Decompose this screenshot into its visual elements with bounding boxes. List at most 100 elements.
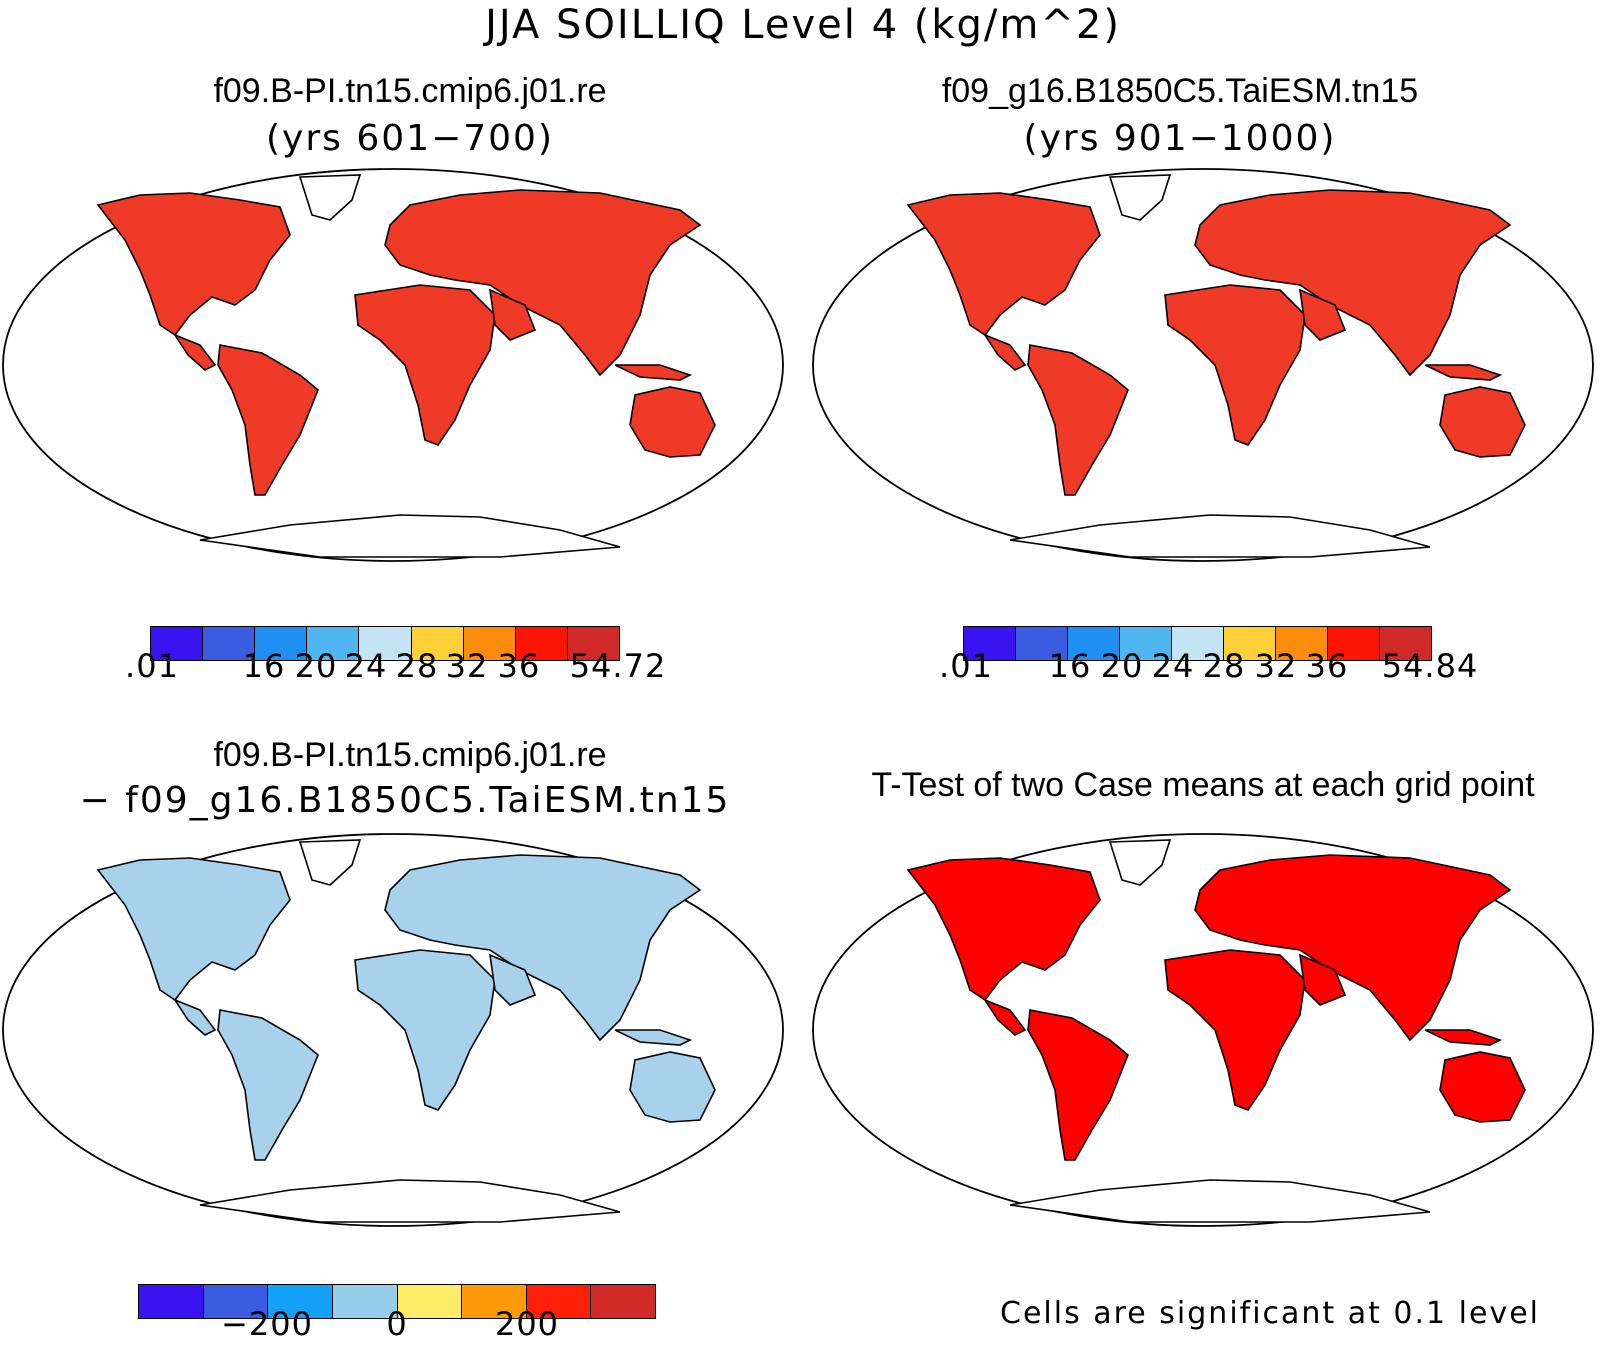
continent-antarctica: [199, 1179, 621, 1223]
continent-north-america: [906, 192, 1101, 337]
colorbar-swatch: [567, 627, 619, 660]
colorbar-2: [963, 626, 1432, 661]
colorbar-swatch: [255, 627, 308, 660]
colorbar-swatch: [1380, 627, 1431, 660]
colorbar-swatch: [139, 1285, 204, 1318]
colorbar-swatch: [203, 1285, 269, 1318]
colorbar-swatch: [1328, 627, 1380, 660]
continent-north-america: [96, 857, 291, 1002]
colorbar-tick-label: 28: [1202, 647, 1246, 685]
colorbar-tick-label: 54.84: [1381, 647, 1479, 685]
continent-africa: [1164, 284, 1306, 446]
colorbar-swatch: [964, 627, 1016, 660]
continent-australia: [1439, 1051, 1526, 1123]
colorbar-tick-label: 16: [1048, 647, 1092, 685]
panel-3-map: [2, 833, 784, 1227]
continent-south-america: [217, 344, 319, 496]
colorbar-tick-label: 20: [294, 647, 338, 685]
continent-europe-asia: [384, 189, 702, 377]
continent-australia: [629, 386, 716, 458]
continent-australia: [1439, 386, 1526, 458]
colorbar-tick-label: 54.72: [569, 647, 667, 685]
continent-indonesia: [1424, 1029, 1503, 1046]
continent-arabia: [1299, 288, 1347, 341]
colorbar-swatch: [1172, 627, 1224, 660]
colorbar-swatch: [397, 1285, 463, 1318]
colorbar-tick-label: 200: [494, 1305, 560, 1343]
colorbar-swatch: [463, 627, 516, 660]
colorbar-tick-label: 24: [1151, 647, 1195, 685]
continent-indonesia: [614, 364, 693, 381]
colorbar-swatch: [1120, 627, 1172, 660]
continent-indonesia: [1424, 364, 1503, 381]
continent-greenland: [1108, 839, 1172, 886]
colorbar-tick-label: 32: [1254, 647, 1298, 685]
colorbar-1: [150, 626, 620, 661]
colorbar-tick-label: 20: [1100, 647, 1144, 685]
continent-antarctica: [1009, 514, 1431, 558]
continent-antarctica: [199, 514, 621, 558]
colorbar-swatch: [1224, 627, 1276, 660]
colorbar-tick-label: 36: [497, 647, 541, 685]
panel-1-case: f09.B-PI.tn15.cmip6.j01.re: [213, 72, 607, 110]
colorbar-swatch: [268, 1285, 333, 1318]
figure-title: JJA SOILLIQ Level 4 (kg/m^2): [485, 2, 1121, 48]
panel-4-title: T-Test of two Case means at each grid po…: [871, 766, 1535, 804]
colorbar-tick-label: 24: [344, 647, 388, 685]
colorbar-swatch: [462, 1285, 527, 1318]
continent-north-america: [906, 857, 1101, 1002]
continent-africa: [354, 949, 496, 1111]
continent-antarctica: [1009, 1179, 1431, 1223]
continent-indonesia: [614, 1029, 693, 1046]
colorbar-tick-label: 16: [242, 647, 286, 685]
continent-central-america: [982, 998, 1027, 1036]
colorbar-swatch: [1276, 627, 1328, 660]
continent-central-america: [172, 333, 217, 371]
continent-north-america: [96, 192, 291, 337]
colorbar-swatch: [411, 627, 464, 660]
colorbar-swatch: [359, 627, 412, 660]
panel-4-map: [812, 833, 1594, 1227]
continent-australia: [629, 1051, 716, 1123]
colorbar-swatch: [1016, 627, 1068, 660]
colorbar-tick-label: .01: [125, 647, 179, 685]
continent-europe-asia: [1194, 189, 1512, 377]
colorbar-tick-label: 32: [445, 647, 489, 685]
continent-africa: [354, 284, 496, 446]
continent-africa: [1164, 949, 1306, 1111]
continent-south-america: [1027, 1009, 1129, 1161]
panel-4-note: Cells are significant at 0.1 level: [1000, 1296, 1541, 1331]
colorbar-swatch: [203, 627, 256, 660]
panel-2-case: f09_g16.B1850C5.TaiESM.tn15: [941, 72, 1419, 110]
continent-europe-asia: [384, 854, 702, 1042]
colorbar-swatch: [1068, 627, 1120, 660]
colorbar-tick-label: 28: [395, 647, 439, 685]
panel-3-minus-case: − f09_g16.B1850C5.TaiESM.tn15: [79, 780, 731, 821]
colorbar-swatch: [591, 1285, 655, 1318]
continent-central-america: [982, 333, 1027, 371]
colorbar-swatch: [526, 1285, 592, 1318]
colorbar-swatch: [307, 627, 360, 660]
colorbar-swatch: [151, 627, 204, 660]
panel-3-case: f09.B-PI.tn15.cmip6.j01.re: [213, 736, 607, 774]
continent-south-america: [217, 1009, 319, 1161]
continent-greenland: [1108, 174, 1172, 221]
panel-1-years: (yrs 601−700): [266, 118, 554, 159]
continent-arabia: [489, 288, 537, 341]
colorbar-tick-label: 36: [1305, 647, 1349, 685]
continent-south-america: [1027, 344, 1129, 496]
continent-greenland: [298, 174, 362, 221]
colorbar-3: [138, 1284, 656, 1319]
colorbar-tick-label: 0: [386, 1305, 408, 1343]
continent-europe-asia: [1194, 854, 1512, 1042]
panel-1-map: [2, 168, 784, 562]
colorbar-tick-label: −200: [221, 1305, 313, 1343]
colorbar-swatch: [515, 627, 568, 660]
continent-arabia: [489, 953, 537, 1006]
colorbar-swatch: [332, 1285, 398, 1318]
continent-greenland: [298, 839, 362, 886]
continent-central-america: [172, 998, 217, 1036]
colorbar-tick-label: .01: [939, 647, 993, 685]
continent-arabia: [1299, 953, 1347, 1006]
panel-2-years: (yrs 901−1000): [1023, 118, 1337, 159]
